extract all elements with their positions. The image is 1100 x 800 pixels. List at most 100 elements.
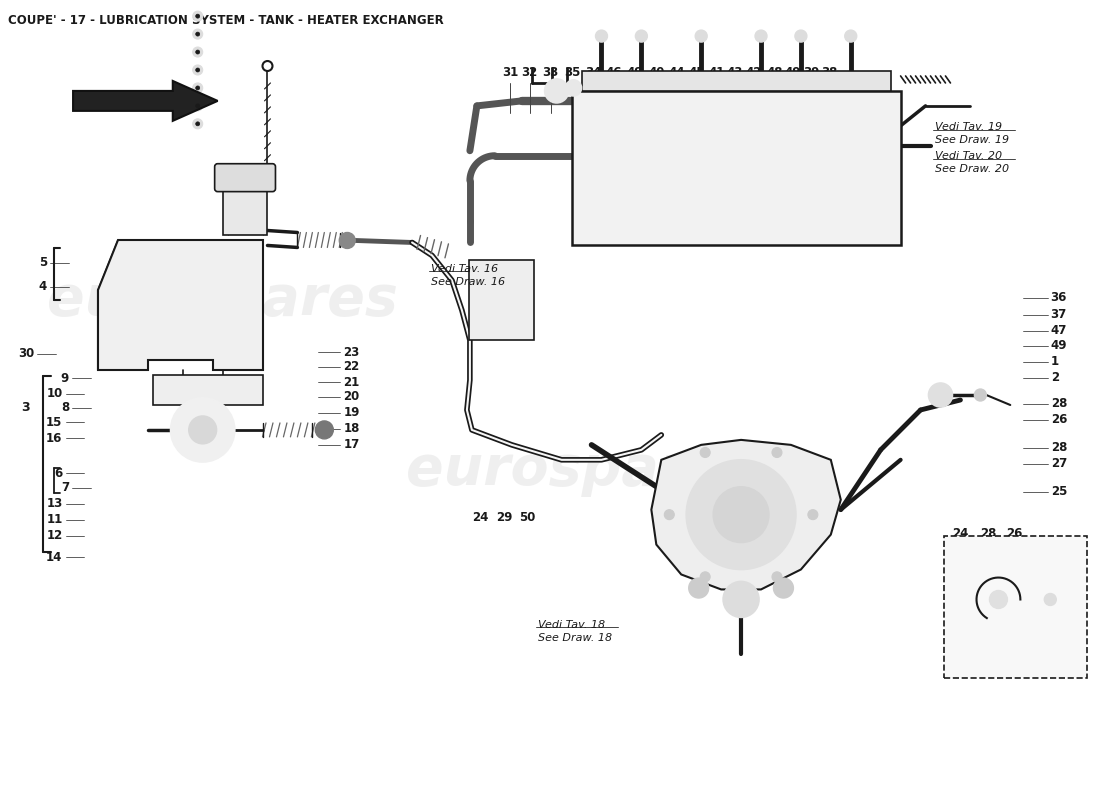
Circle shape: [196, 32, 200, 36]
FancyBboxPatch shape: [944, 535, 1087, 678]
Circle shape: [689, 578, 708, 598]
Circle shape: [189, 416, 217, 444]
Text: 6: 6: [54, 467, 63, 480]
Text: 33: 33: [542, 66, 559, 79]
Text: 5: 5: [39, 256, 47, 270]
Circle shape: [975, 389, 987, 401]
Text: 14: 14: [46, 550, 63, 564]
Polygon shape: [651, 440, 840, 590]
Text: 49: 49: [627, 66, 644, 79]
Circle shape: [664, 510, 674, 520]
Circle shape: [192, 65, 202, 75]
Text: 28: 28: [980, 575, 997, 588]
Text: Old solution: Old solution: [986, 649, 1048, 658]
Polygon shape: [98, 241, 263, 370]
Text: 45: 45: [689, 66, 705, 79]
Text: 18: 18: [343, 422, 360, 435]
Circle shape: [196, 50, 200, 54]
Text: 1: 1: [1050, 355, 1059, 368]
Text: 42: 42: [746, 66, 761, 79]
Circle shape: [192, 11, 202, 21]
Text: 3: 3: [21, 402, 30, 414]
Text: 39: 39: [803, 66, 820, 79]
Circle shape: [795, 30, 807, 42]
Circle shape: [990, 590, 1008, 609]
Text: 15: 15: [46, 416, 63, 429]
Text: 21: 21: [343, 376, 360, 389]
Circle shape: [695, 30, 707, 42]
Text: 28: 28: [1050, 398, 1067, 410]
Text: Vedi Tav. 18: Vedi Tav. 18: [539, 620, 606, 630]
Text: 11: 11: [46, 513, 63, 526]
Circle shape: [170, 398, 234, 462]
Circle shape: [192, 47, 202, 57]
Text: 29: 29: [496, 510, 513, 524]
Circle shape: [755, 30, 767, 42]
Circle shape: [686, 460, 796, 570]
Text: 31: 31: [502, 66, 518, 79]
Circle shape: [772, 447, 782, 458]
Circle shape: [807, 510, 817, 520]
Text: See Draw. 19: See Draw. 19: [935, 135, 1010, 145]
Text: 26: 26: [1050, 414, 1067, 426]
Circle shape: [196, 86, 200, 90]
Text: 48: 48: [766, 66, 782, 79]
Text: 32: 32: [521, 66, 538, 79]
Text: 25: 25: [1050, 486, 1067, 498]
Text: 24: 24: [472, 510, 488, 524]
Circle shape: [928, 383, 953, 407]
Circle shape: [701, 572, 711, 582]
Text: 2: 2: [1050, 371, 1059, 384]
Circle shape: [544, 79, 569, 103]
Text: 13: 13: [46, 497, 63, 510]
Circle shape: [565, 80, 582, 96]
Circle shape: [772, 572, 782, 582]
Circle shape: [192, 29, 202, 39]
Text: 44: 44: [669, 66, 685, 79]
Text: See Draw. 16: See Draw. 16: [431, 277, 505, 287]
FancyBboxPatch shape: [582, 71, 891, 91]
FancyBboxPatch shape: [469, 261, 534, 340]
Text: 41: 41: [708, 66, 724, 79]
Text: 36: 36: [1050, 291, 1067, 305]
Text: 19: 19: [343, 406, 360, 419]
Text: 4: 4: [39, 280, 47, 294]
Text: 20: 20: [343, 390, 360, 403]
Circle shape: [196, 104, 200, 108]
Text: 10: 10: [46, 387, 63, 400]
Text: 38: 38: [821, 66, 837, 79]
Circle shape: [192, 119, 202, 129]
Text: Soluzione superata: Soluzione superata: [967, 636, 1067, 646]
Circle shape: [339, 233, 355, 249]
Circle shape: [192, 83, 202, 93]
Text: COUPE' - 17 - LUBRICATION SYSTEM - TANK - HEATER EXCHANGER: COUPE' - 17 - LUBRICATION SYSTEM - TANK …: [9, 14, 444, 27]
Text: See Draw. 18: See Draw. 18: [539, 633, 613, 642]
Text: 16: 16: [46, 432, 63, 445]
Text: 26: 26: [1006, 527, 1023, 541]
Circle shape: [701, 447, 711, 458]
Text: 27: 27: [1050, 458, 1067, 470]
Text: 27: 27: [1006, 575, 1023, 588]
Circle shape: [773, 578, 793, 598]
Circle shape: [192, 101, 202, 111]
Text: 46: 46: [606, 66, 623, 79]
Text: 37: 37: [1050, 308, 1067, 321]
Circle shape: [196, 68, 200, 72]
Circle shape: [316, 421, 333, 439]
Text: 12: 12: [46, 529, 63, 542]
Text: Vedi Tav. 20: Vedi Tav. 20: [935, 151, 1002, 161]
Text: 47: 47: [1050, 324, 1067, 337]
Text: 28: 28: [980, 527, 997, 541]
Text: 43: 43: [727, 66, 742, 79]
Polygon shape: [73, 81, 218, 121]
Text: 49: 49: [784, 66, 801, 79]
Circle shape: [845, 30, 857, 42]
Text: 7: 7: [60, 482, 69, 494]
Circle shape: [636, 30, 648, 42]
FancyBboxPatch shape: [222, 186, 267, 235]
Text: eurospares: eurospares: [47, 274, 398, 327]
Text: 40: 40: [649, 66, 666, 79]
Text: 9: 9: [60, 372, 69, 385]
Text: 17: 17: [343, 438, 360, 451]
Text: 22: 22: [343, 360, 360, 373]
